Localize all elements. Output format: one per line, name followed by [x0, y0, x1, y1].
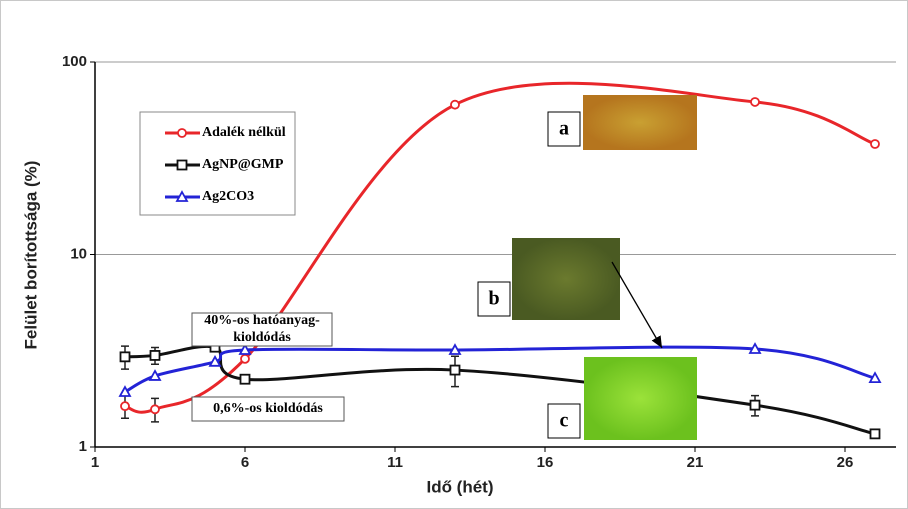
x-tick-label: 16: [537, 454, 554, 471]
marker: [751, 401, 760, 410]
marker: [121, 352, 130, 361]
y-tick-label: 1: [79, 438, 87, 455]
marker: [451, 101, 459, 109]
marker: [750, 344, 760, 353]
marker: [241, 375, 250, 384]
panel-label: c: [560, 410, 569, 432]
x-axis-label: Idő (hét): [426, 477, 493, 496]
annotation: 40%-os hatóanyag-: [204, 313, 320, 328]
image-b: [512, 238, 620, 320]
x-tick-label: 11: [387, 454, 403, 471]
marker: [121, 402, 129, 410]
marker: [178, 161, 187, 170]
chart: Idő (hét) Felület borítottsága (%) 11010…: [0, 0, 908, 509]
legend-label: AgNP@GMP: [202, 157, 284, 172]
x-tick-label: 6: [241, 454, 249, 471]
annotation: 0,6%-os kioldódás: [213, 401, 323, 416]
annotation: kioldódás: [233, 330, 291, 345]
marker: [450, 345, 460, 354]
image-a: [583, 95, 697, 150]
legend-label: Ag2CO3: [202, 189, 254, 204]
marker: [241, 355, 249, 363]
marker: [150, 371, 160, 380]
marker: [751, 98, 759, 106]
y-tick-label: 10: [70, 245, 87, 262]
marker: [210, 357, 220, 366]
series-line: [125, 347, 875, 392]
y-tick-label: 100: [62, 53, 87, 70]
marker: [178, 129, 186, 137]
y-axis-label: Felület borítottsága (%): [21, 161, 40, 350]
panel-label: b: [488, 288, 499, 310]
image-c: [584, 357, 697, 440]
marker: [871, 140, 879, 148]
marker: [870, 373, 880, 382]
legend-label: Adalék nélkül: [202, 125, 286, 140]
marker: [151, 405, 159, 413]
marker: [151, 351, 160, 360]
x-tick-label: 21: [687, 454, 704, 471]
panel-label: a: [559, 118, 569, 140]
marker: [871, 429, 880, 438]
marker: [451, 366, 460, 375]
x-tick-label: 26: [837, 454, 854, 471]
x-tick-label: 1: [91, 454, 99, 471]
